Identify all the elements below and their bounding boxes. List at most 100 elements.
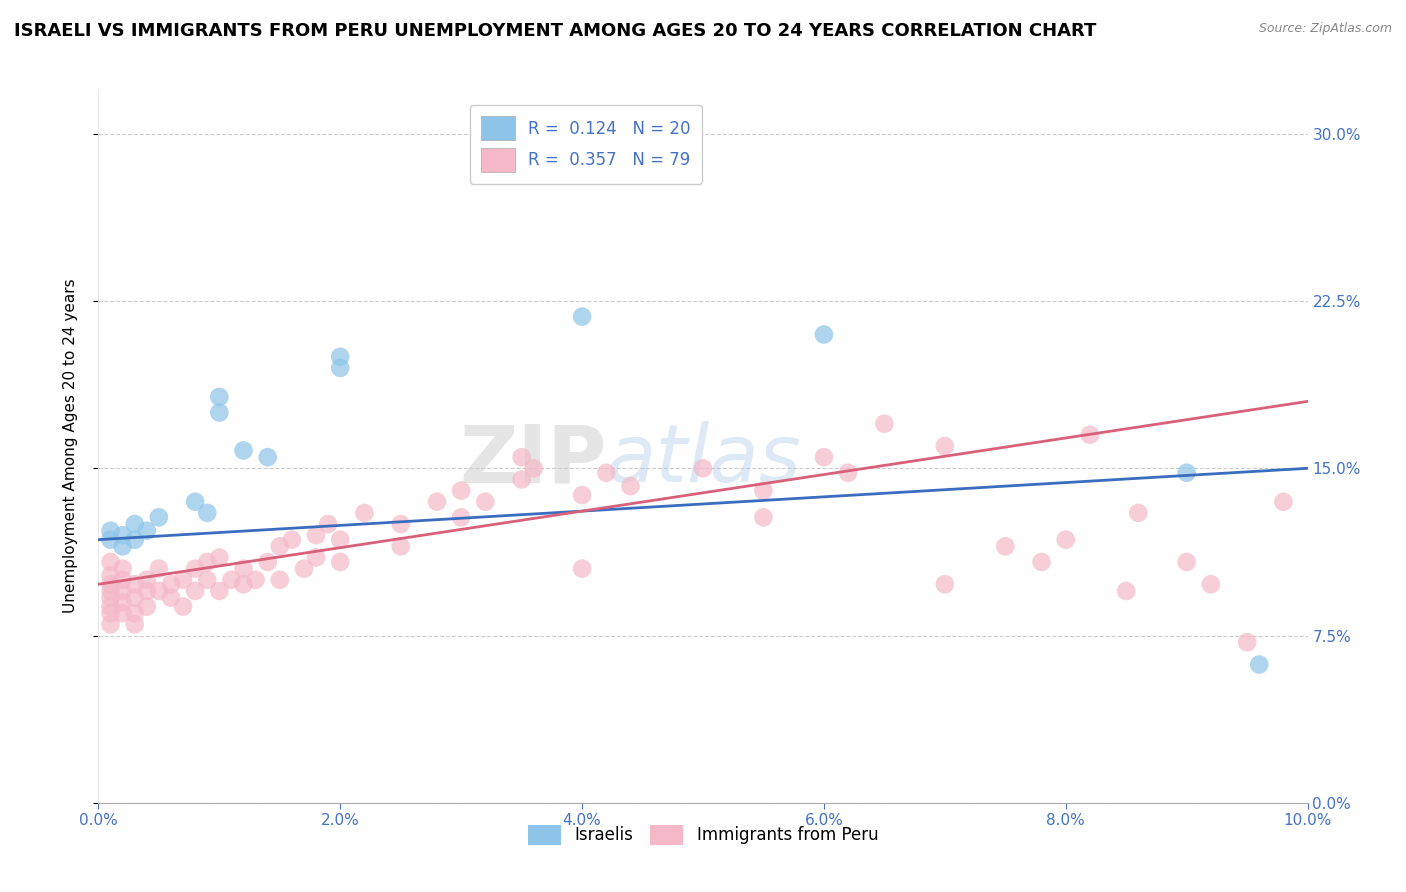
Point bbox=[100, 591, 122, 605]
Point bbox=[329, 555, 352, 569]
Point bbox=[184, 562, 207, 576]
Point bbox=[148, 583, 170, 598]
Text: ISRAELI VS IMMIGRANTS FROM PERU UNEMPLOYMENT AMONG AGES 20 TO 24 YEARS CORRELATI: ISRAELI VS IMMIGRANTS FROM PERU UNEMPLOY… bbox=[14, 22, 1097, 40]
Point bbox=[245, 573, 267, 587]
Point bbox=[100, 617, 122, 632]
Point bbox=[172, 599, 194, 614]
Point bbox=[256, 555, 278, 569]
Point bbox=[111, 583, 134, 598]
Point bbox=[269, 539, 291, 553]
Point bbox=[184, 494, 207, 508]
Point bbox=[571, 562, 593, 576]
Point bbox=[269, 573, 291, 587]
Point bbox=[160, 577, 183, 591]
Point bbox=[100, 524, 122, 538]
Point bbox=[195, 506, 218, 520]
Point bbox=[124, 516, 146, 531]
Legend: Israelis, Immigrants from Peru: Israelis, Immigrants from Peru bbox=[522, 818, 884, 852]
Point bbox=[172, 573, 194, 587]
Point bbox=[160, 591, 183, 605]
Point bbox=[474, 494, 496, 508]
Point bbox=[510, 450, 533, 464]
Text: Source: ZipAtlas.com: Source: ZipAtlas.com bbox=[1258, 22, 1392, 36]
Point bbox=[450, 510, 472, 524]
Point bbox=[148, 510, 170, 524]
Point bbox=[124, 533, 146, 547]
Point bbox=[124, 591, 146, 605]
Point bbox=[1078, 427, 1101, 442]
Point bbox=[873, 417, 896, 431]
Point bbox=[1031, 555, 1053, 569]
Point bbox=[100, 607, 122, 621]
Point bbox=[631, 161, 654, 175]
Point bbox=[148, 562, 170, 576]
Point bbox=[389, 516, 412, 531]
Point bbox=[100, 533, 122, 547]
Point bbox=[100, 583, 122, 598]
Point bbox=[184, 583, 207, 598]
Point bbox=[619, 479, 641, 493]
Point bbox=[208, 390, 231, 404]
Point bbox=[195, 573, 218, 587]
Point bbox=[752, 483, 775, 498]
Point bbox=[100, 568, 122, 582]
Point bbox=[256, 450, 278, 464]
Point bbox=[329, 350, 352, 364]
Point bbox=[221, 573, 243, 587]
Point bbox=[111, 562, 134, 576]
Point bbox=[111, 539, 134, 553]
Point bbox=[510, 473, 533, 487]
Point bbox=[124, 577, 146, 591]
Point bbox=[1054, 533, 1077, 547]
Point bbox=[329, 360, 352, 375]
Text: atlas: atlas bbox=[606, 421, 801, 500]
Point bbox=[523, 461, 546, 475]
Point bbox=[450, 483, 472, 498]
Point bbox=[292, 562, 315, 576]
Point bbox=[208, 583, 231, 598]
Point bbox=[100, 577, 122, 591]
Point bbox=[934, 577, 956, 591]
Point bbox=[692, 461, 714, 475]
Point bbox=[1236, 635, 1258, 649]
Point bbox=[571, 488, 593, 502]
Point bbox=[353, 506, 375, 520]
Point bbox=[111, 607, 134, 621]
Point bbox=[111, 573, 134, 587]
Point bbox=[305, 528, 328, 542]
Point bbox=[426, 494, 449, 508]
Point bbox=[100, 555, 122, 569]
Point bbox=[135, 583, 157, 598]
Point bbox=[124, 617, 146, 632]
Point bbox=[135, 573, 157, 587]
Point bbox=[111, 528, 134, 542]
Point bbox=[595, 466, 617, 480]
Point bbox=[232, 443, 254, 458]
Point bbox=[1199, 577, 1222, 591]
Y-axis label: Unemployment Among Ages 20 to 24 years: Unemployment Among Ages 20 to 24 years bbox=[63, 278, 77, 614]
Point bbox=[305, 550, 328, 565]
Point bbox=[135, 524, 157, 538]
Point bbox=[571, 310, 593, 324]
Point bbox=[135, 599, 157, 614]
Point bbox=[389, 539, 412, 553]
Point bbox=[232, 562, 254, 576]
Point bbox=[208, 405, 231, 419]
Point bbox=[232, 577, 254, 591]
Point bbox=[813, 450, 835, 464]
Point bbox=[100, 599, 122, 614]
Point bbox=[1128, 506, 1150, 520]
Point bbox=[1175, 466, 1198, 480]
Point bbox=[195, 555, 218, 569]
Point bbox=[316, 516, 339, 531]
Point bbox=[752, 510, 775, 524]
Point bbox=[208, 550, 231, 565]
Point bbox=[111, 595, 134, 609]
Point bbox=[1175, 555, 1198, 569]
Point bbox=[934, 439, 956, 453]
Point bbox=[1272, 494, 1295, 508]
Point bbox=[837, 466, 859, 480]
Point bbox=[329, 533, 352, 547]
Point bbox=[1249, 657, 1271, 672]
Text: ZIP: ZIP bbox=[458, 421, 606, 500]
